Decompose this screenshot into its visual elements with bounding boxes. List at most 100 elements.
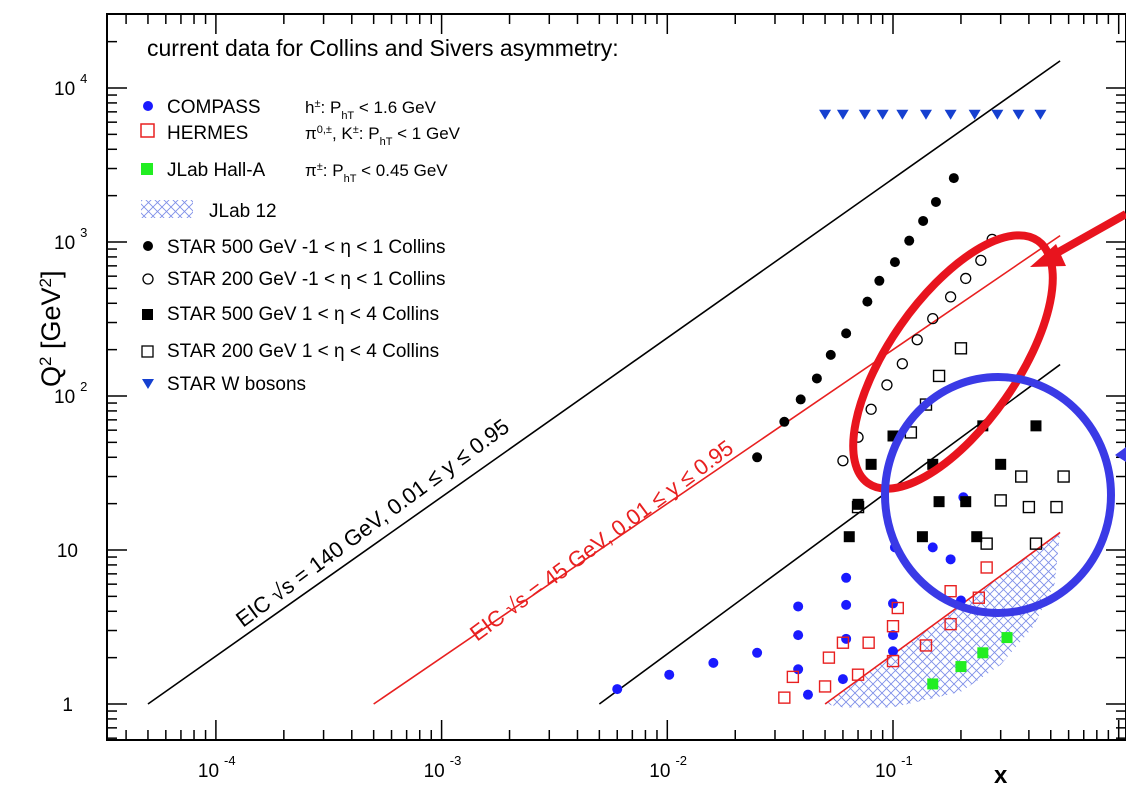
point-series-4: [752, 452, 763, 463]
legend-hermes: HERMES π0,±, K±: PhT < 1 GeV: [140, 123, 461, 148]
point-series-1: [836, 636, 850, 649]
point-series-4: [904, 235, 915, 246]
eic-line-1: [373, 234, 1061, 705]
point-series-6: [933, 496, 945, 508]
point-series-6: [960, 496, 972, 508]
legend-star500-central: STAR 500 GeV -1 < η < 1 Collins: [143, 237, 445, 258]
point-series-2: [927, 678, 939, 690]
y-axis-title: Q2 [GeV2]: [36, 271, 67, 388]
point-series-5: [944, 291, 957, 303]
point-series-6: [995, 458, 1007, 470]
point-series-6: [927, 458, 939, 470]
data-points: [612, 109, 1070, 704]
point-series-5: [896, 358, 908, 370]
legend-label-compass: COMPASS: [167, 97, 261, 118]
point-series-0: [802, 689, 813, 700]
x-tick-label: 10-1: [875, 753, 913, 782]
point-series-1: [822, 651, 836, 664]
point-series-4: [930, 196, 941, 207]
point-series-0: [793, 601, 804, 612]
legend-note-compass: h±: PhT < 1.6 GeV: [305, 98, 437, 122]
legend-marker-jlab12: [141, 200, 193, 218]
point-series-0: [752, 647, 763, 658]
point-series-4: [779, 416, 790, 427]
point-series-4: [841, 328, 852, 339]
red-arrow: [1030, 210, 1126, 267]
point-series-2: [1001, 632, 1013, 644]
tick-labels: 10-4 10-3 10-2 10-1 1 10 102 103 104: [54, 71, 913, 782]
legend: COMPASS h±: PhT < 1.6 GeV HERMES π0,±, K…: [140, 97, 461, 395]
x-tick-label: 10-4: [198, 753, 236, 782]
point-series-7: [1029, 537, 1043, 550]
point-series-1: [919, 639, 933, 652]
legend-jlab: JLab Hall-A π±: PhT < 0.45 GeV: [141, 160, 448, 185]
point-series-0: [837, 674, 848, 685]
point-series-1: [980, 561, 993, 574]
point-series-4: [874, 275, 885, 286]
legend-marker-star200-central: [142, 273, 154, 285]
point-series-1: [818, 680, 832, 693]
point-series-0: [927, 542, 938, 553]
point-series-0: [612, 684, 623, 695]
point-series-8: [919, 109, 932, 120]
y-tick-label: 102: [54, 379, 87, 408]
legend-marker-compass: [143, 101, 153, 111]
point-series-5: [837, 455, 849, 467]
point-series-5: [865, 403, 877, 415]
legend-marker-star-w: [142, 379, 154, 389]
point-series-0: [841, 599, 852, 610]
point-series-8: [1012, 109, 1025, 120]
point-series-6: [971, 531, 983, 543]
point-series-8: [1034, 109, 1047, 120]
point-series-5: [881, 379, 893, 391]
blue-arrow-tip: [1115, 447, 1126, 462]
y-tick-label: 104: [54, 71, 87, 100]
y-tick-label: 10: [57, 541, 78, 562]
point-series-1: [862, 636, 875, 649]
point-series-5: [911, 334, 923, 346]
point-series-1: [851, 668, 865, 681]
point-series-6: [865, 458, 877, 470]
point-series-0: [888, 630, 898, 641]
y-tick-label: 1: [62, 695, 73, 716]
point-series-0: [888, 598, 898, 609]
point-series-7: [954, 342, 968, 355]
point-series-7: [1057, 470, 1070, 483]
point-series-0: [708, 657, 719, 668]
legend-star-w: STAR W bosons: [142, 374, 306, 395]
point-series-0: [841, 633, 852, 644]
axis-ticks: [107, 14, 1126, 740]
blue-highlight-ellipse: [881, 373, 1115, 617]
point-series-0: [945, 554, 956, 565]
point-series-0: [793, 630, 804, 641]
legend-label-star-w: STAR W bosons: [167, 374, 306, 395]
point-series-8: [991, 109, 1004, 120]
legend-marker-star200-forward: [141, 345, 154, 358]
point-series-7: [851, 500, 865, 514]
point-series-2: [955, 661, 967, 673]
point-series-4: [825, 349, 836, 360]
point-series-1: [891, 601, 904, 615]
point-series-8: [858, 109, 871, 120]
eic-line-0: [147, 60, 1061, 705]
point-series-4: [795, 394, 806, 405]
point-series-7: [932, 369, 946, 383]
point-series-1: [944, 617, 957, 631]
point-series-2: [977, 647, 989, 659]
legend-compass: COMPASS h±: PhT < 1.6 GeV: [143, 97, 437, 122]
legend-star200-central: STAR 200 GeV -1 < η < 1 Collins: [142, 269, 445, 290]
legend-star200-forward: STAR 200 GeV 1 < η < 4 Collins: [141, 341, 439, 362]
y-tick-label: 103: [54, 225, 87, 254]
point-series-7: [1022, 500, 1036, 514]
point-series-6: [852, 498, 864, 510]
point-series-0: [888, 646, 898, 657]
point-series-8: [944, 109, 957, 120]
legend-jlab12: JLab 12: [141, 200, 277, 222]
point-series-5: [960, 272, 972, 285]
point-series-4: [811, 373, 822, 384]
legend-note-hermes: π0,±, K±: PhT < 1 GeV: [305, 124, 461, 148]
point-series-5: [975, 254, 987, 267]
legend-label-star200-forward: STAR 200 GeV 1 < η < 4 Collins: [167, 341, 439, 362]
legend-label-star200-central: STAR 200 GeV -1 < η < 1 Collins: [167, 269, 445, 290]
legend-label-star500-forward: STAR 500 GeV 1 < η < 4 Collins: [167, 304, 439, 325]
